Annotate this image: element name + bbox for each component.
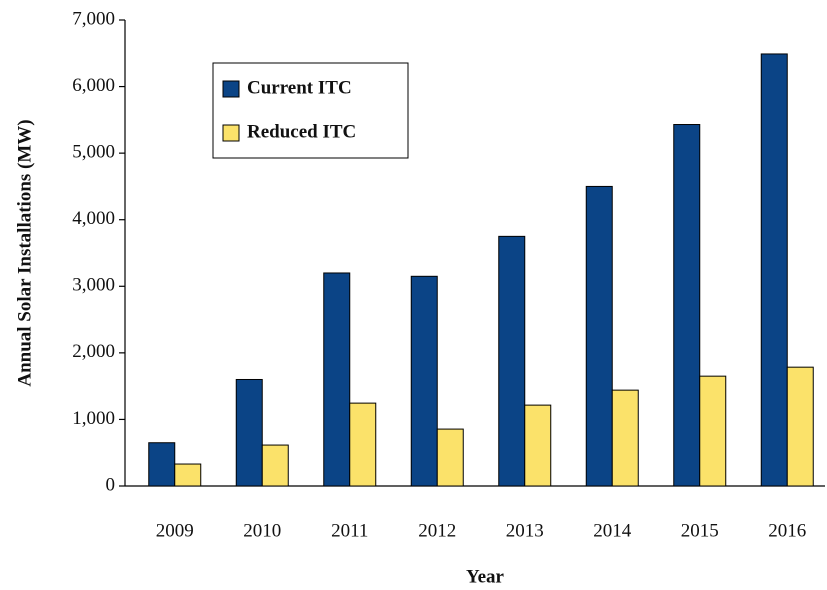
legend-label: Current ITC (247, 77, 352, 98)
x-tick-label: 2013 (506, 520, 544, 541)
y-tick-label: 2,000 (72, 341, 115, 362)
bar (611, 389, 639, 487)
bar (585, 185, 613, 487)
y-tick-label: 1,000 (72, 408, 115, 429)
x-axis-label: Year (466, 566, 505, 587)
bar (786, 366, 814, 487)
legend-label: Reduced ITC (247, 121, 356, 142)
x-tick-label: 2015 (681, 520, 719, 541)
y-axis-label: Annual Solar Installations (MW) (14, 119, 35, 386)
x-tick-label: 2014 (593, 520, 632, 541)
bar (699, 375, 727, 487)
bar (498, 235, 526, 487)
legend-swatch (222, 124, 240, 142)
bar (148, 442, 176, 487)
y-tick-label: 0 (106, 474, 116, 495)
bar (349, 402, 377, 487)
x-tick-label: 2016 (768, 520, 806, 541)
x-tick-label: 2012 (418, 520, 456, 541)
bar (235, 378, 263, 487)
legend-box (212, 62, 409, 159)
bar (436, 428, 464, 487)
bar (174, 463, 202, 487)
x-tick-label: 2011 (331, 520, 368, 541)
bar (410, 275, 438, 487)
bar (261, 444, 289, 487)
bar (323, 272, 351, 487)
bar (673, 124, 701, 487)
y-tick-label: 4,000 (72, 208, 115, 229)
y-tick-label: 5,000 (72, 142, 115, 163)
y-tick-label: 7,000 (72, 8, 115, 29)
legend-swatch (222, 80, 240, 98)
bar (524, 404, 552, 487)
x-tick-label: 2010 (243, 520, 281, 541)
x-tick-label: 2009 (156, 520, 194, 541)
y-tick-label: 6,000 (72, 75, 115, 96)
bar (760, 53, 788, 487)
y-tick-label: 3,000 (72, 275, 115, 296)
